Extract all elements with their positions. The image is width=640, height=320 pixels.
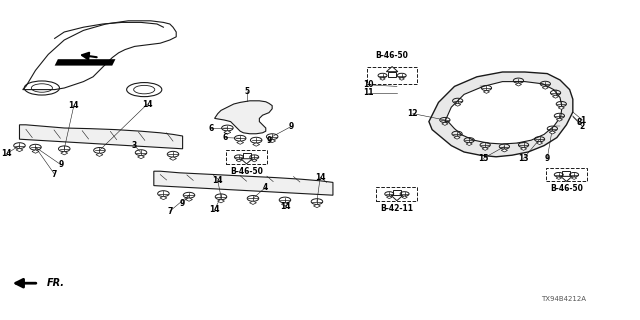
Text: B-46-50: B-46-50 [376,51,408,60]
Polygon shape [442,122,448,125]
Polygon shape [501,149,508,152]
Polygon shape [482,147,488,150]
Text: 14: 14 [68,101,79,110]
Bar [393,190,401,196]
Polygon shape [520,147,527,150]
Bar [563,171,570,176]
Polygon shape [61,151,68,155]
Polygon shape [214,101,272,134]
Text: 1: 1 [580,116,585,124]
Polygon shape [536,141,543,145]
Polygon shape [466,142,472,146]
Polygon shape [186,198,193,201]
Polygon shape [561,176,572,181]
Text: 10: 10 [363,80,373,89]
Text: 9: 9 [266,136,271,145]
Polygon shape [19,125,182,149]
Text: 2: 2 [580,122,585,131]
Polygon shape [160,196,167,200]
Text: 12: 12 [408,109,418,118]
Text: 8: 8 [577,118,582,127]
Text: 7: 7 [167,207,173,216]
Polygon shape [218,199,225,203]
Polygon shape [269,139,276,143]
Text: 14: 14 [315,173,325,182]
Text: 9: 9 [58,160,64,169]
Text: B-46-50: B-46-50 [550,184,583,193]
Text: 11: 11 [363,88,373,97]
Polygon shape [515,83,522,86]
Text: 5: 5 [244,87,249,96]
Text: 13: 13 [518,154,529,163]
Text: 7: 7 [52,170,58,179]
Polygon shape [138,155,145,159]
Text: 14: 14 [1,149,12,158]
Polygon shape [399,77,404,80]
Polygon shape [454,136,460,139]
Text: 15: 15 [478,154,488,163]
Polygon shape [387,196,392,199]
Bar [243,153,251,159]
Polygon shape [558,106,564,109]
Polygon shape [429,72,573,157]
Polygon shape [402,196,407,199]
Text: FR.: FR. [47,278,65,288]
Polygon shape [572,177,577,180]
Polygon shape [154,171,333,195]
Polygon shape [237,141,244,144]
Text: 14: 14 [280,202,290,211]
Text: 4: 4 [263,183,268,192]
Polygon shape [445,82,562,144]
Polygon shape [96,153,103,156]
Text: 9: 9 [289,122,294,131]
Polygon shape [250,201,257,204]
Polygon shape [236,159,241,162]
Text: 6: 6 [209,124,214,133]
Polygon shape [314,204,321,208]
Polygon shape [252,159,257,162]
Polygon shape [224,131,231,134]
Polygon shape [16,148,23,152]
Polygon shape [282,203,289,206]
Polygon shape [387,67,398,72]
Polygon shape [32,150,39,153]
Polygon shape [483,90,490,93]
Text: B-46-50: B-46-50 [230,167,263,176]
Polygon shape [241,159,252,164]
Text: 3: 3 [132,141,137,150]
Text: TX94B4212A: TX94B4212A [541,296,586,302]
Polygon shape [454,103,461,106]
Polygon shape [556,177,561,180]
Polygon shape [542,86,548,89]
Text: 9: 9 [545,154,550,163]
Text: 6: 6 [223,133,228,142]
Polygon shape [253,143,260,146]
Polygon shape [170,157,177,160]
Polygon shape [552,95,559,98]
Text: 14: 14 [142,100,153,108]
Polygon shape [54,59,115,66]
Polygon shape [380,77,385,80]
Polygon shape [391,196,403,201]
Bar [388,72,396,77]
Polygon shape [549,131,556,134]
Polygon shape [556,118,563,121]
Text: 14: 14 [212,176,223,185]
Text: 14: 14 [209,205,220,214]
Text: 9: 9 [180,199,185,208]
Text: B-42-11: B-42-11 [380,204,413,212]
